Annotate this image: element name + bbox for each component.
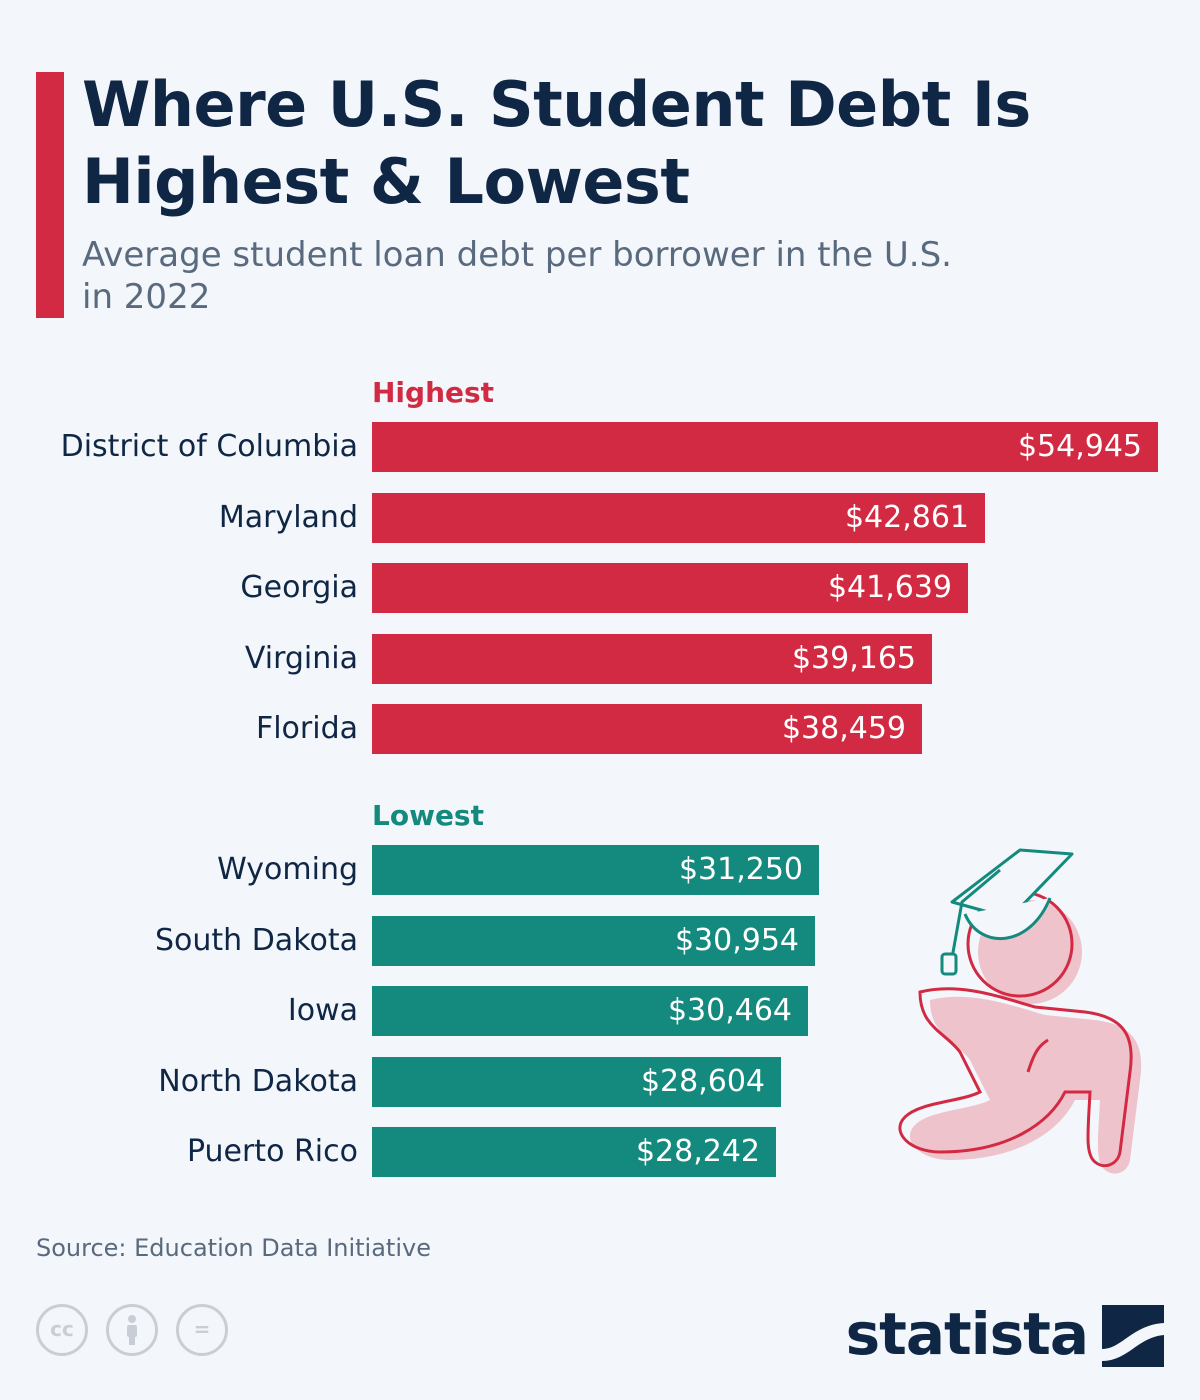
bar-iowa: $30,464 (372, 986, 808, 1036)
chart-subtitle: Average student loan debt per borrower i… (82, 235, 952, 317)
attribution-icon[interactable] (106, 1304, 158, 1356)
category-label-georgia: Georgia (240, 570, 358, 605)
data-label-puerto-rico: $28,242 (635, 1134, 760, 1169)
data-label-virginia: $39,165 (791, 641, 916, 676)
category-label-virginia: Virginia (244, 641, 358, 676)
bar-north-dakota: $28,604 (372, 1057, 781, 1107)
group-label-highest: Highest (372, 376, 495, 409)
category-label-florida: Florida (255, 711, 358, 746)
category-label-south-dakota: South Dakota (154, 923, 358, 958)
data-label-florida: $38,459 (781, 711, 906, 746)
data-label-wyoming: $31,250 (678, 852, 803, 887)
source-note: Source: Education Data Initiative (36, 1234, 431, 1262)
chart-title: Where U.S. Student Debt Is Highest & Low… (82, 68, 1031, 218)
data-label-maryland: $42,861 (844, 500, 969, 535)
graduate-student-icon (898, 848, 1142, 1174)
category-label-maryland: Maryland (218, 500, 358, 535)
bar-florida: $38,459 (372, 704, 922, 754)
cc-icon[interactable]: cc (36, 1304, 88, 1356)
data-label-georgia: $41,639 (827, 570, 952, 605)
category-label-north-dakota: North Dakota (158, 1064, 358, 1099)
group-label-lowest: Lowest (372, 799, 484, 832)
data-label-district-of-columbia: $54,945 (1017, 429, 1142, 464)
statista-logo-text[interactable]: statista (845, 1300, 1089, 1368)
bar-district-of-columbia: $54,945 (372, 422, 1158, 472)
no-derivatives-icon[interactable]: = (176, 1304, 228, 1356)
data-label-north-dakota: $28,604 (640, 1064, 765, 1099)
bar-south-dakota: $30,954 (372, 916, 815, 966)
category-label-puerto-rico: Puerto Rico (186, 1134, 358, 1169)
statista-logo-icon[interactable] (1102, 1305, 1164, 1367)
category-label-district-of-columbia: District of Columbia (60, 429, 358, 464)
category-label-wyoming: Wyoming (217, 852, 358, 887)
bar-wyoming: $31,250 (372, 845, 819, 895)
data-label-iowa: $30,464 (667, 993, 792, 1028)
category-label-iowa: Iowa (287, 993, 358, 1028)
bar-virginia: $39,165 (372, 634, 932, 684)
bar-puerto-rico: $28,242 (372, 1127, 776, 1177)
bar-maryland: $42,861 (372, 493, 985, 543)
title-accent-bar (36, 72, 64, 318)
bar-georgia: $41,639 (372, 563, 968, 613)
license-icons: cc = (36, 1304, 246, 1356)
data-label-south-dakota: $30,954 (674, 923, 799, 958)
